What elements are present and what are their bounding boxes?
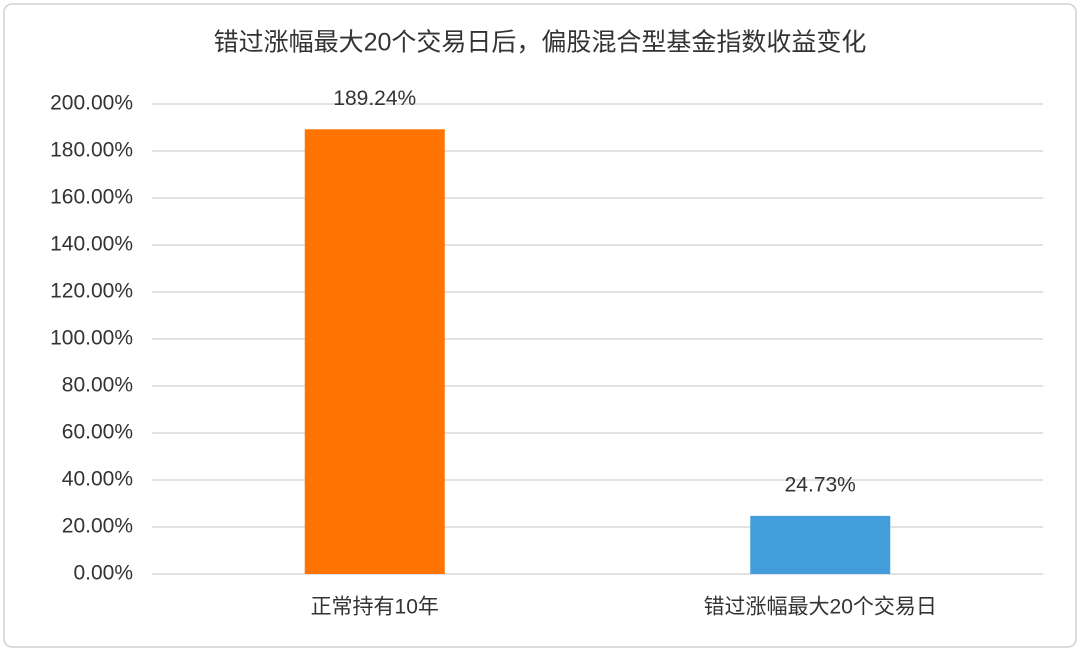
y-tick-label: 200.00% bbox=[50, 92, 133, 115]
y-tick-label: 160.00% bbox=[50, 186, 133, 209]
x-tick-label: 正常持有10年 bbox=[311, 596, 439, 619]
chart-frame bbox=[3, 3, 1077, 648]
bar bbox=[750, 515, 891, 574]
data-label: 24.73% bbox=[785, 473, 856, 496]
y-tick-label: 80.00% bbox=[62, 374, 133, 397]
chart-title: 错过涨幅最大20个交易日后，偏股混合型基金指数收益变化 bbox=[214, 29, 867, 57]
x-tick-label: 错过涨幅最大20个交易日 bbox=[704, 596, 937, 619]
y-tick-label: 100.00% bbox=[50, 327, 133, 350]
data-label: 189.24% bbox=[333, 87, 416, 110]
y-tick-label: 0.00% bbox=[73, 562, 133, 585]
y-tick-label: 140.00% bbox=[50, 233, 133, 256]
y-tick-label: 60.00% bbox=[62, 421, 133, 444]
y-tick-label: 20.00% bbox=[62, 515, 133, 538]
y-tick-label: 120.00% bbox=[50, 280, 133, 303]
y-tick-label: 40.00% bbox=[62, 468, 133, 491]
y-tick-label: 180.00% bbox=[50, 139, 133, 162]
bar bbox=[304, 129, 445, 574]
